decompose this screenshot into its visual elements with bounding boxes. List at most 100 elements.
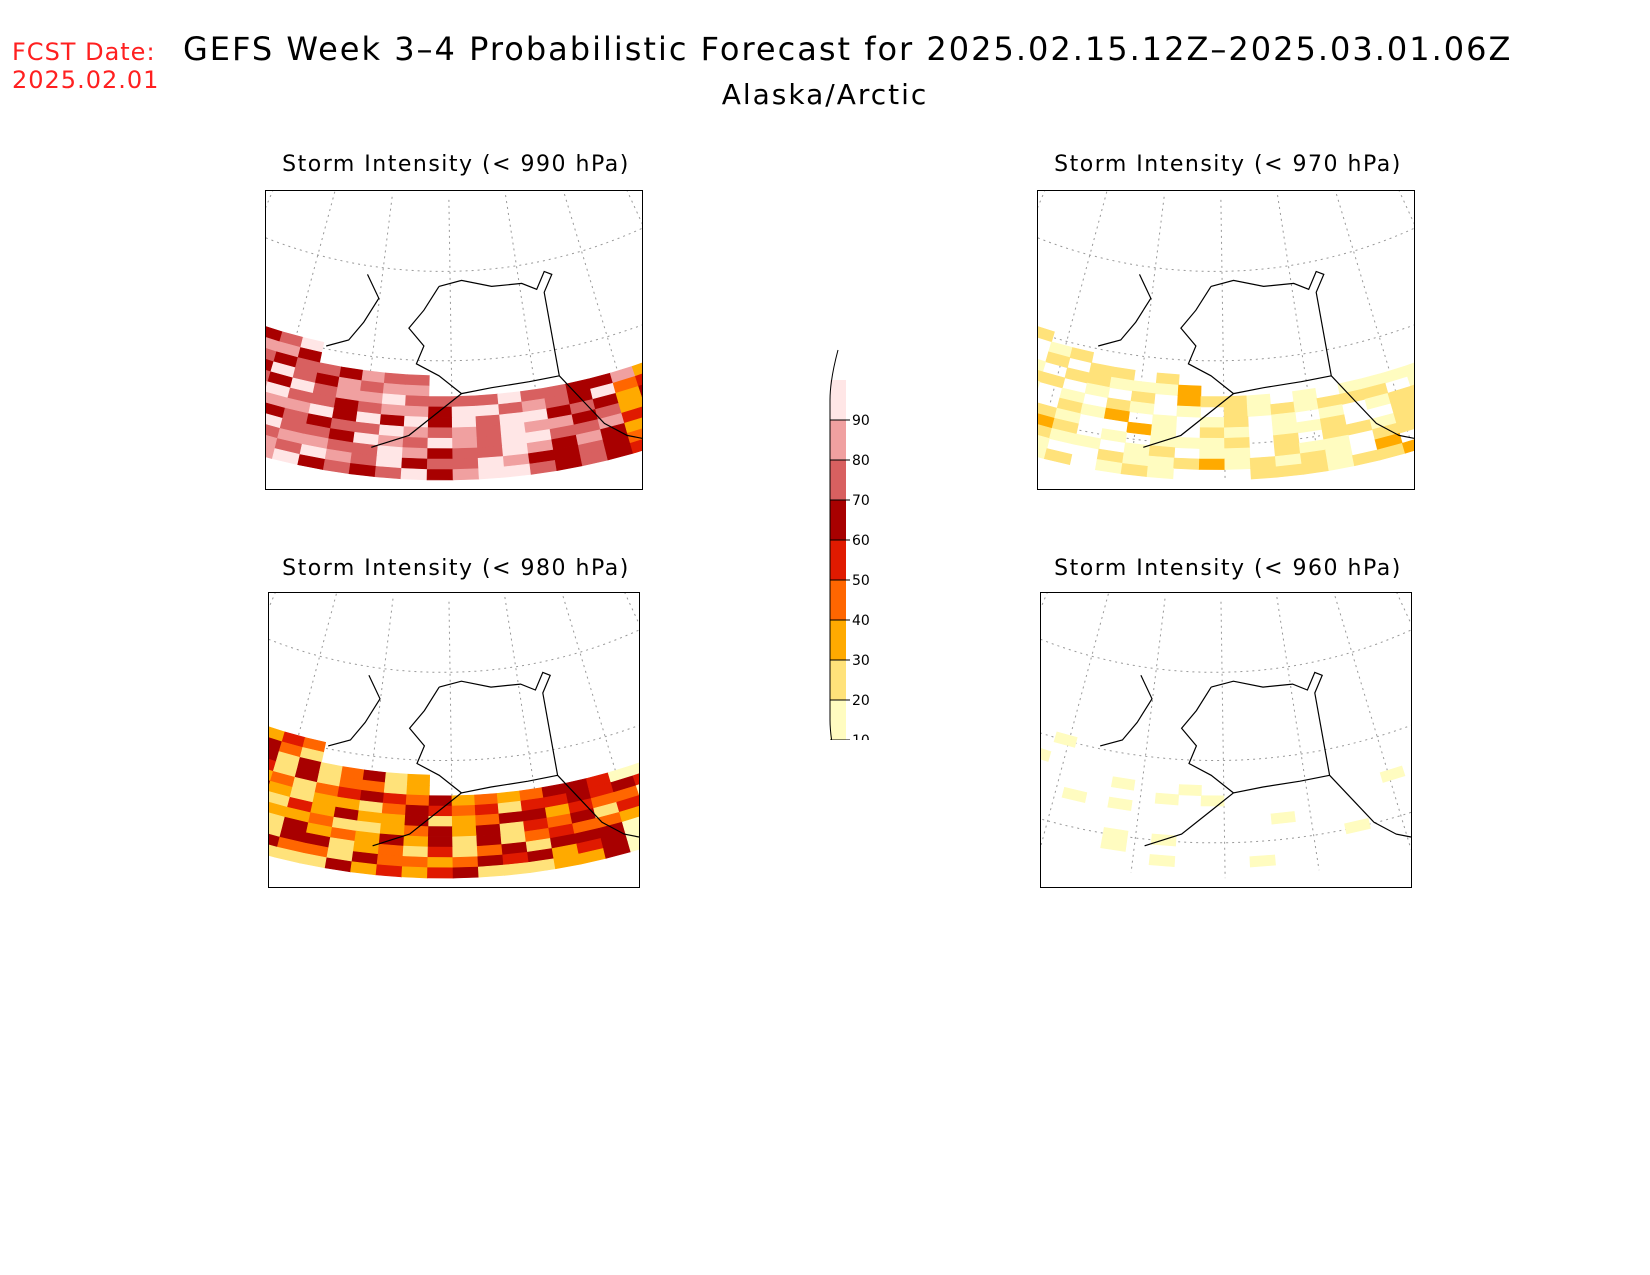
probability-cell [1396, 417, 1414, 434]
probability-cell [1401, 439, 1414, 454]
main-title: GEFS Week 3–4 Probabilistic Forecast for… [183, 30, 1513, 68]
colorbar-swatch [830, 500, 846, 540]
map-panel-960 [1040, 592, 1412, 888]
probability-cell [406, 784, 430, 797]
panel-title-980: Storm Intensity (< 980 hPa) [282, 556, 630, 581]
probability-cell [1379, 765, 1406, 783]
probability-cell [402, 436, 429, 449]
map-panel-980 [268, 592, 640, 888]
probability-cell [1250, 466, 1278, 480]
probability-cell [1155, 372, 1180, 386]
probability-cell [382, 382, 407, 396]
probability-cell [451, 804, 476, 817]
colorbar-tick-label: 50 [852, 573, 870, 589]
map-canvas [266, 191, 642, 481]
coastline-siberia [1098, 274, 1152, 347]
probability-cell [452, 835, 478, 848]
colorbar-swatch [830, 620, 846, 660]
probability-cell [405, 794, 430, 807]
probability-cell [451, 405, 477, 418]
graticule-meridian [1041, 593, 1110, 848]
probability-cell [452, 437, 478, 450]
probability-cell [401, 457, 428, 470]
graticule-meridian [504, 596, 548, 871]
map-canvas [1041, 593, 1411, 879]
probability-cell [621, 816, 639, 833]
probability-cell [428, 396, 453, 408]
colorbar-tick-label: 60 [852, 533, 870, 549]
probability-cell [403, 415, 429, 429]
probability-cell [1407, 373, 1414, 387]
probability-cell [1199, 416, 1225, 429]
probability-cell [1080, 403, 1107, 419]
probability-cell [375, 864, 403, 878]
probability-cell [428, 805, 453, 817]
coastline [372, 671, 639, 847]
probability-cell [427, 427, 453, 439]
probability-colorbar: 10 20 30 40 50 60 70 80 90 [829, 349, 870, 740]
panel-title-970: Storm Intensity (< 970 hPa) [1054, 152, 1402, 177]
probability-cell [632, 773, 639, 786]
probability-cell [1173, 457, 1200, 470]
probability-cell [1038, 326, 1055, 343]
probability-cell [1038, 380, 1041, 389]
probability-cell [635, 784, 639, 796]
probability-cell [451, 416, 477, 429]
probability-cell [451, 815, 477, 828]
colorbar-tick-label: 10 [852, 733, 870, 740]
probability-cell [401, 856, 429, 869]
probability-cell [1110, 776, 1136, 791]
probability-cell [1198, 458, 1226, 470]
map-panel-970 [1037, 190, 1415, 490]
probability-cell [1176, 405, 1202, 418]
colorbar-swatch [830, 700, 846, 740]
probability-cell [427, 867, 454, 879]
probability-shading [1041, 731, 1406, 868]
probability-cell [452, 846, 479, 858]
graticule-parallel [266, 324, 642, 362]
graticule-meridian [1396, 593, 1411, 625]
probability-cell [1296, 418, 1323, 434]
probability-cell [426, 469, 454, 481]
graticule-parallel [1038, 324, 1414, 362]
colorbar-swatch [830, 660, 846, 700]
probability-cell [1199, 448, 1226, 460]
probability-cell [1224, 457, 1251, 470]
probability-cell [1352, 449, 1381, 467]
coastline-siberia [328, 675, 381, 747]
colorbar-tick-label: 70 [852, 493, 870, 509]
probability-cell [1043, 448, 1073, 466]
colorbar-tick-label: 20 [852, 693, 870, 709]
colorbar-tick-label: 80 [852, 453, 870, 469]
map-canvas [1038, 191, 1414, 480]
graticule-meridian [561, 593, 639, 850]
probability-cell [1061, 786, 1088, 803]
graticule-meridian [358, 598, 394, 874]
probability-cell [1126, 421, 1153, 436]
graticule-parallel [1041, 724, 1411, 761]
probability-cell [629, 762, 639, 777]
graticule-meridian [1038, 191, 1046, 208]
probability-cell [1246, 404, 1272, 417]
probability-cell [1224, 437, 1250, 450]
probability-cell [638, 384, 642, 397]
probability-cell [405, 384, 430, 397]
probability-cell [1390, 395, 1414, 414]
probability-cell [451, 395, 476, 408]
probability-cell [400, 468, 428, 481]
probability-cell [1223, 416, 1249, 429]
colorbar-tick-label: 40 [852, 613, 870, 629]
probability-cell [401, 447, 429, 460]
map-panel-990 [265, 190, 643, 490]
colorbar-swatch [830, 460, 846, 500]
graticule-meridian [1276, 596, 1320, 871]
probability-cell [427, 437, 453, 450]
probability-cell [635, 373, 642, 387]
probability-cell [474, 793, 499, 806]
probability-cell [406, 374, 430, 387]
probability-cell [1148, 854, 1176, 868]
map-canvas [269, 593, 639, 879]
probability-cell [474, 803, 500, 816]
probability-cell [613, 785, 639, 803]
probability-cell [475, 813, 501, 827]
